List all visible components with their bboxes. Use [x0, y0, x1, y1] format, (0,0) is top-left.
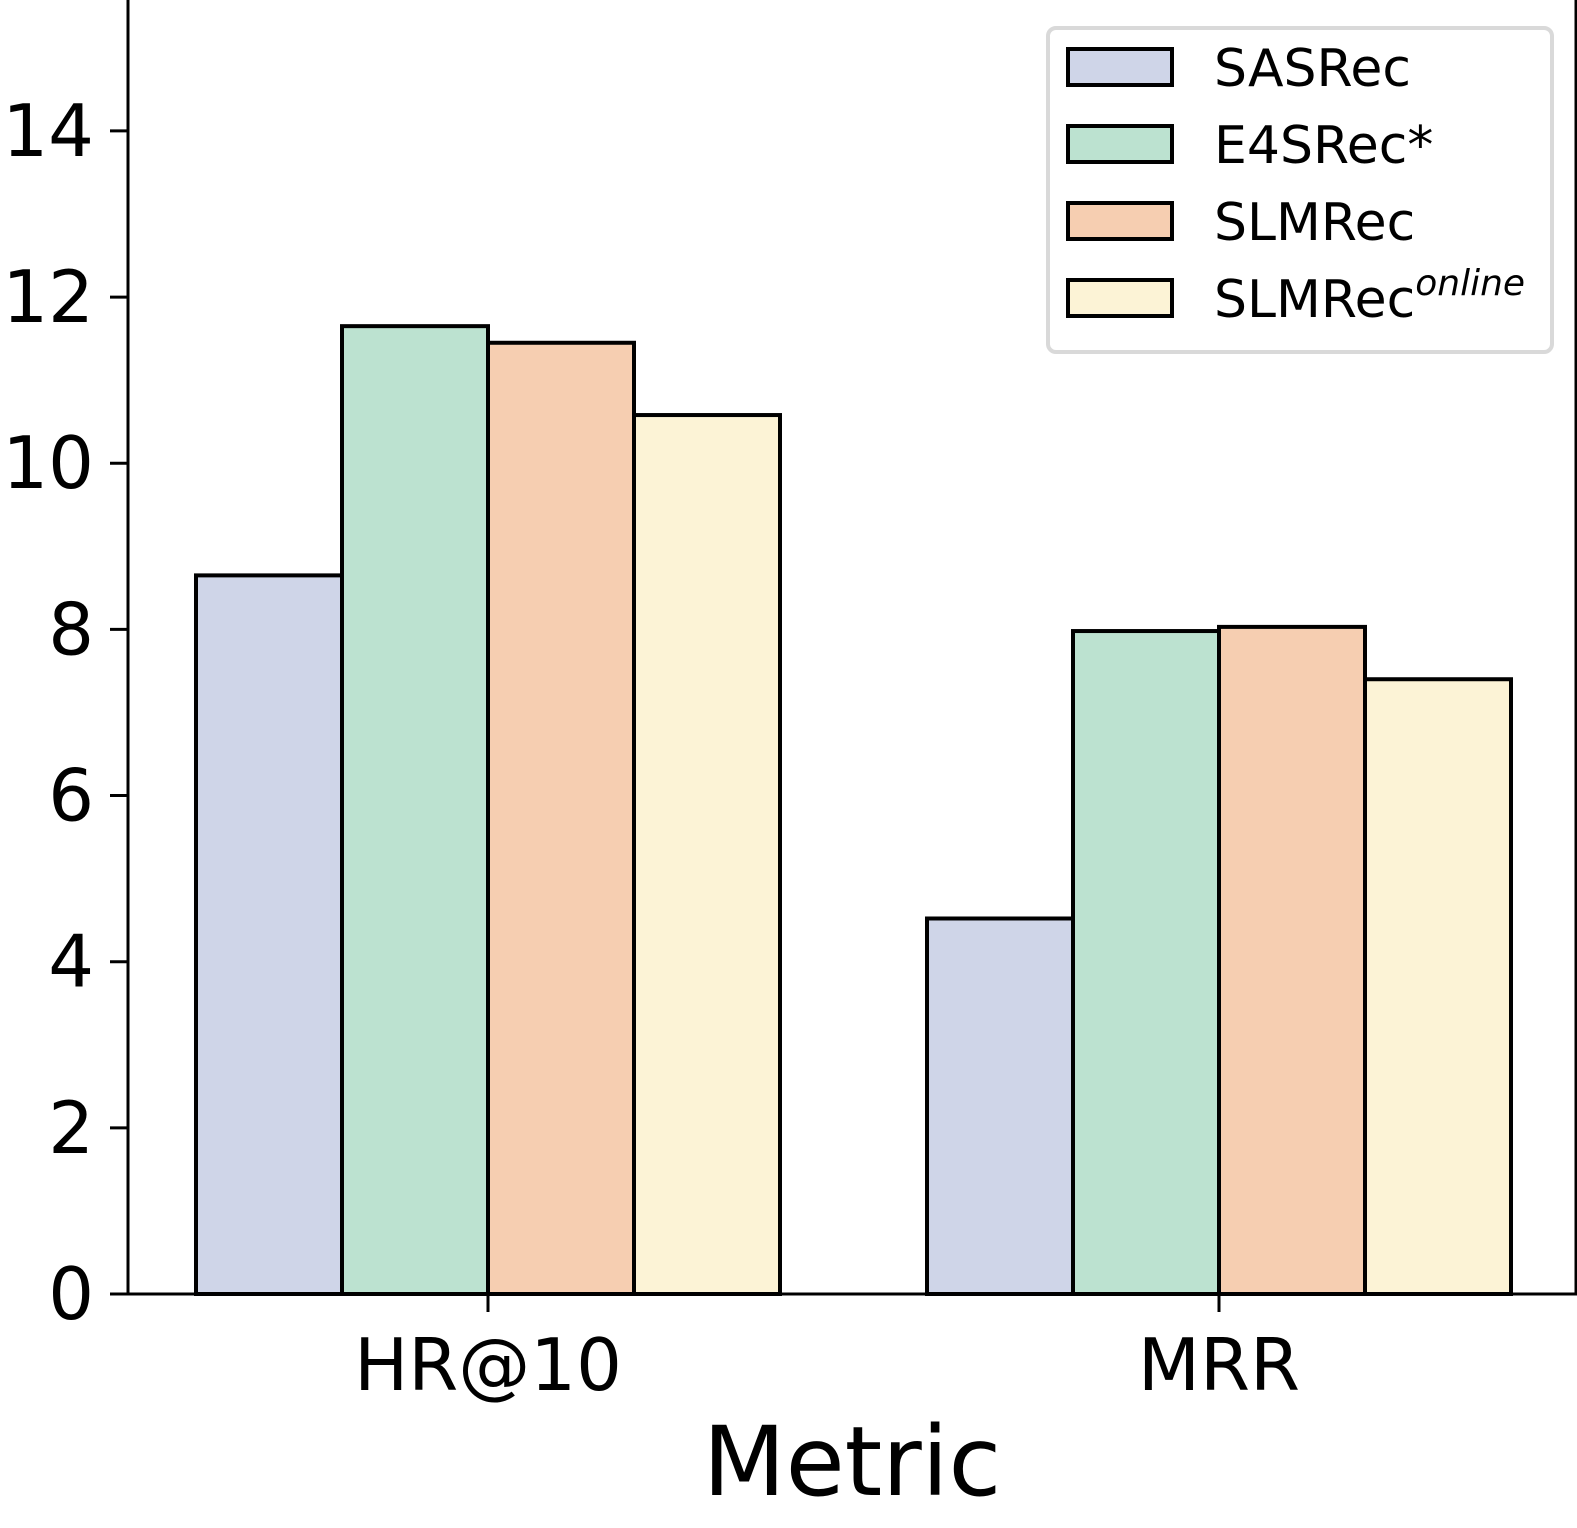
bar-3-mrr	[1217, 624, 1367, 1296]
bar-4-hr-10	[632, 413, 782, 1296]
y-axis: 0 2 4 6 8 10 12 14	[2, 89, 128, 1336]
x-tick-label: MRR	[1138, 1323, 1300, 1407]
bar-1-hr-10	[194, 573, 344, 1296]
bar-1-mrr	[925, 916, 1075, 1296]
legend: SASRec E4SRec* SLMRec SLMReconline	[1046, 26, 1554, 354]
y-tick-label: 14	[2, 89, 94, 173]
bar-3-hr-10	[486, 340, 636, 1296]
y-tick-label: 2	[48, 1086, 94, 1170]
x-axis-label: Metric	[703, 1406, 1001, 1518]
y-tick-label: 8	[48, 587, 94, 671]
legend-label: SASRec	[1214, 39, 1411, 99]
x-tick-label: HR@10	[354, 1323, 622, 1407]
y-tick-label: 0	[48, 1252, 94, 1336]
legend-swatch	[1066, 201, 1174, 241]
bar-2-mrr	[1071, 629, 1221, 1296]
y-tick-label: 4	[48, 920, 94, 1004]
y-tick-label: 6	[48, 754, 94, 838]
y-tick-label: 12	[2, 255, 94, 339]
legend-swatch	[1066, 47, 1174, 87]
legend-frame	[1046, 26, 1554, 354]
bar-2-hr-10	[340, 324, 490, 1296]
bars-layer	[194, 324, 1513, 1296]
legend-swatch	[1066, 278, 1174, 318]
legend-label: SLMReconline	[1214, 263, 1525, 330]
legend-label: SLMRec	[1214, 193, 1415, 253]
legend-swatch	[1066, 124, 1174, 164]
x-axis: HR@10 MRR	[354, 1294, 1300, 1407]
legend-label-superscript: online	[1415, 263, 1525, 304]
plot-frame	[126, 0, 1577, 1296]
bar-4-mrr	[1363, 677, 1513, 1296]
y-tick-label: 10	[2, 421, 94, 505]
legend-label: E4SRec*	[1214, 116, 1433, 176]
